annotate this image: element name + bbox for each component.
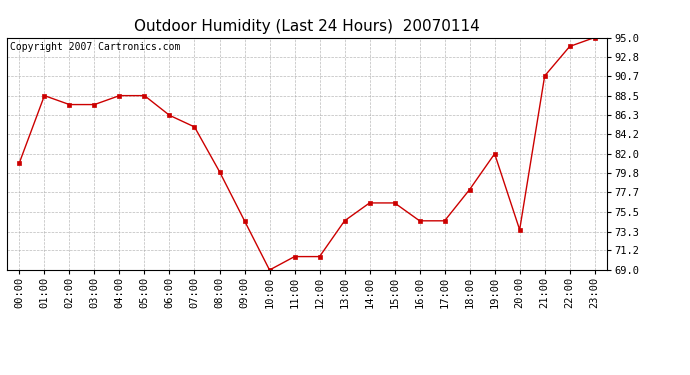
Title: Outdoor Humidity (Last 24 Hours)  20070114: Outdoor Humidity (Last 24 Hours) 2007011… <box>134 18 480 33</box>
Text: Copyright 2007 Cartronics.com: Copyright 2007 Cartronics.com <box>10 42 180 52</box>
